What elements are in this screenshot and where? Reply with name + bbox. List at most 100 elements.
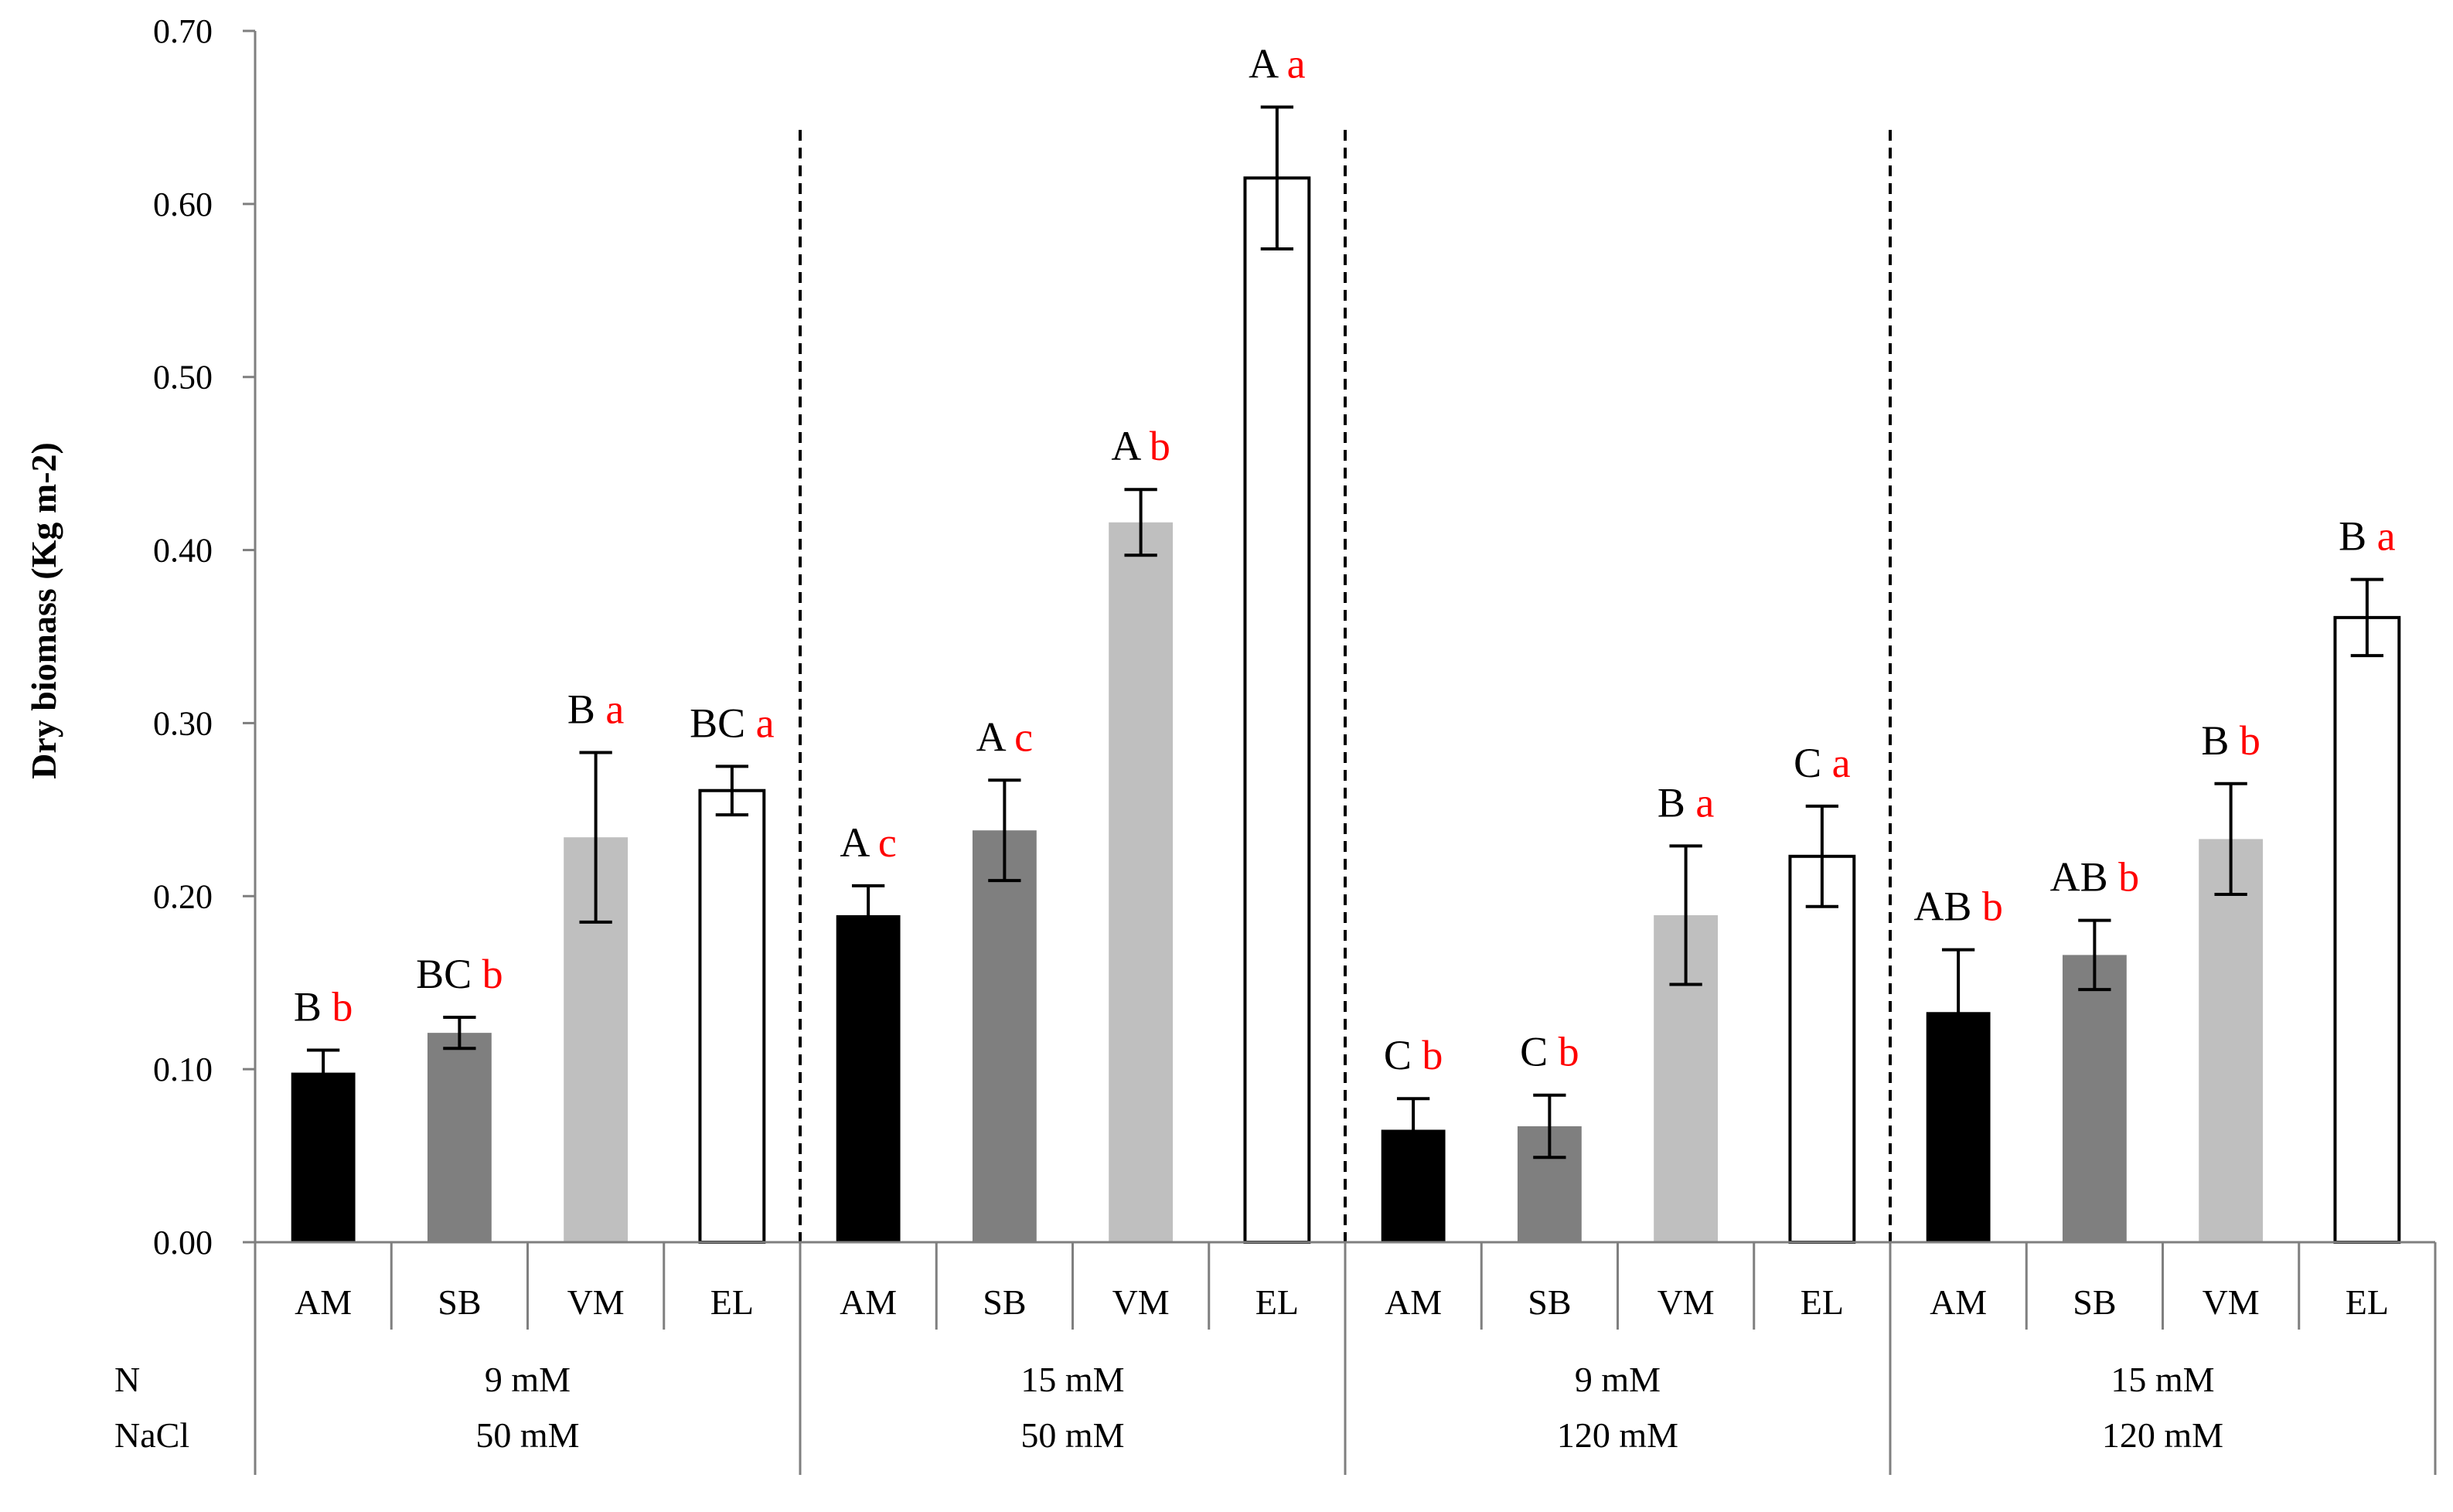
category-label-vm: VM	[1657, 1282, 1715, 1322]
letter-lowercase: b	[482, 951, 503, 997]
letter-lowercase: b	[332, 984, 353, 1030]
significance-label: B a	[2339, 513, 2396, 560]
significance-label: B a	[567, 686, 625, 732]
significance-label: A a	[1249, 40, 1306, 87]
letter-uppercase: B	[567, 686, 606, 732]
category-label-vm: VM	[567, 1282, 625, 1322]
category-label-vm: VM	[1112, 1282, 1170, 1322]
letter-lowercase: b	[1982, 884, 2003, 930]
letter-lowercase: c	[878, 819, 897, 866]
category-label-el: EL	[2346, 1282, 2389, 1322]
error-bars	[306, 105, 2384, 1163]
y-axis-title: Dry biomass (Kg m-2)	[24, 442, 63, 779]
y-tick-label: 0.50	[153, 359, 213, 397]
letter-uppercase: A	[1111, 423, 1150, 469]
y-axis-ticks: 0.00 0.10 0.20 0.30 0.40 0.50 0.60 0.70	[153, 12, 255, 1262]
category-label-sb: SB	[1528, 1282, 1571, 1322]
letter-uppercase: AB	[1913, 884, 1982, 930]
bar-el	[1243, 176, 1311, 1244]
bar-sb	[2062, 955, 2127, 1242]
significance-label: AB b	[2050, 854, 2140, 901]
row-label-nacl: NaCl	[114, 1415, 189, 1455]
letter-uppercase: AB	[2050, 854, 2119, 901]
bar-am	[291, 1072, 356, 1242]
significance-label: BC b	[416, 951, 503, 997]
letter-uppercase: B	[2339, 513, 2377, 560]
letter-uppercase: A	[1249, 40, 1287, 87]
letter-uppercase: BC	[416, 951, 482, 997]
letter-uppercase: A	[976, 713, 1015, 760]
group-n-label: 9 mM	[485, 1360, 571, 1399]
letter-uppercase: B	[2201, 717, 2240, 764]
letter-uppercase: C	[1384, 1032, 1422, 1078]
letter-lowercase: c	[1014, 713, 1033, 760]
y-tick-label: 0.40	[153, 532, 213, 570]
letter-lowercase: a	[1287, 40, 1306, 87]
x-axis-labels: N NaCl 9 mM 50 mM AM SB VM EL 15 mM 50 mM AM SB VM EL…	[114, 1282, 2389, 1455]
axes	[254, 31, 2437, 1475]
category-label-sb: SB	[438, 1282, 481, 1322]
letter-uppercase: BC	[690, 700, 756, 746]
category-label-am: AM	[1930, 1282, 1987, 1322]
y-tick-label: 0.00	[153, 1224, 213, 1262]
bar-el	[2333, 615, 2401, 1244]
significance-label: B b	[294, 984, 353, 1030]
bar-am	[836, 914, 901, 1242]
letter-lowercase: a	[1832, 740, 1851, 786]
group-n-label: 9 mM	[1575, 1360, 1661, 1399]
bar-sb	[427, 1033, 492, 1242]
group-nacl-label: 50 mM	[475, 1415, 579, 1455]
significance-label: A c	[976, 713, 1034, 760]
group-dividers	[799, 130, 1892, 1242]
letter-uppercase: C	[1794, 740, 1832, 786]
letter-lowercase: b	[2240, 717, 2261, 764]
letter-uppercase: C	[1520, 1029, 1559, 1075]
group-nacl-label: 120 mM	[1557, 1415, 1678, 1455]
letter-lowercase: a	[1695, 779, 1714, 826]
letter-lowercase: a	[605, 686, 624, 732]
significance-label: C b	[1520, 1029, 1579, 1075]
group-n-label: 15 mM	[1020, 1360, 1124, 1399]
category-label-el: EL	[710, 1282, 754, 1322]
significance-label: C a	[1794, 740, 1851, 786]
significance-label: A c	[840, 819, 897, 866]
letter-lowercase: b	[2118, 854, 2139, 901]
category-label-vm: VM	[2203, 1282, 2260, 1322]
category-label-am: AM	[295, 1282, 352, 1322]
y-tick-label: 0.70	[153, 12, 213, 50]
letter-uppercase: A	[840, 819, 878, 866]
letter-lowercase: b	[1150, 423, 1170, 469]
letter-lowercase: a	[756, 700, 775, 746]
bar-el	[698, 788, 766, 1244]
bar-el	[1788, 854, 1856, 1244]
category-label-sb: SB	[983, 1282, 1026, 1322]
bar-vm	[1109, 522, 1174, 1242]
group-nacl-label: 50 mM	[1020, 1415, 1124, 1455]
y-tick-label: 0.30	[153, 704, 213, 742]
significance-label: A b	[1111, 423, 1170, 469]
letter-uppercase: B	[294, 984, 332, 1030]
category-label-el: EL	[1255, 1282, 1299, 1322]
category-label-am: AM	[1385, 1282, 1442, 1322]
group-nacl-label: 120 mM	[2102, 1415, 2223, 1455]
letter-uppercase: B	[1657, 779, 1696, 826]
significance-label: BC a	[690, 700, 775, 746]
category-label-sb: SB	[2073, 1282, 2116, 1322]
row-label-n: N	[114, 1360, 140, 1399]
category-label-el: EL	[1801, 1282, 1844, 1322]
significance-label: B a	[1657, 779, 1715, 826]
bar-sb	[972, 830, 1037, 1242]
letter-lowercase: b	[1559, 1029, 1579, 1075]
letter-lowercase: a	[2377, 513, 2396, 560]
y-tick-label: 0.60	[153, 186, 213, 223]
significance-label: AB b	[1913, 884, 2003, 930]
significance-label: C b	[1384, 1032, 1443, 1078]
letter-lowercase: b	[1422, 1032, 1443, 1078]
group-n-label: 15 mM	[2111, 1360, 2214, 1399]
y-tick-label: 0.20	[153, 877, 213, 915]
y-tick-label: 0.10	[153, 1051, 213, 1088]
bar-vm	[2199, 839, 2264, 1242]
